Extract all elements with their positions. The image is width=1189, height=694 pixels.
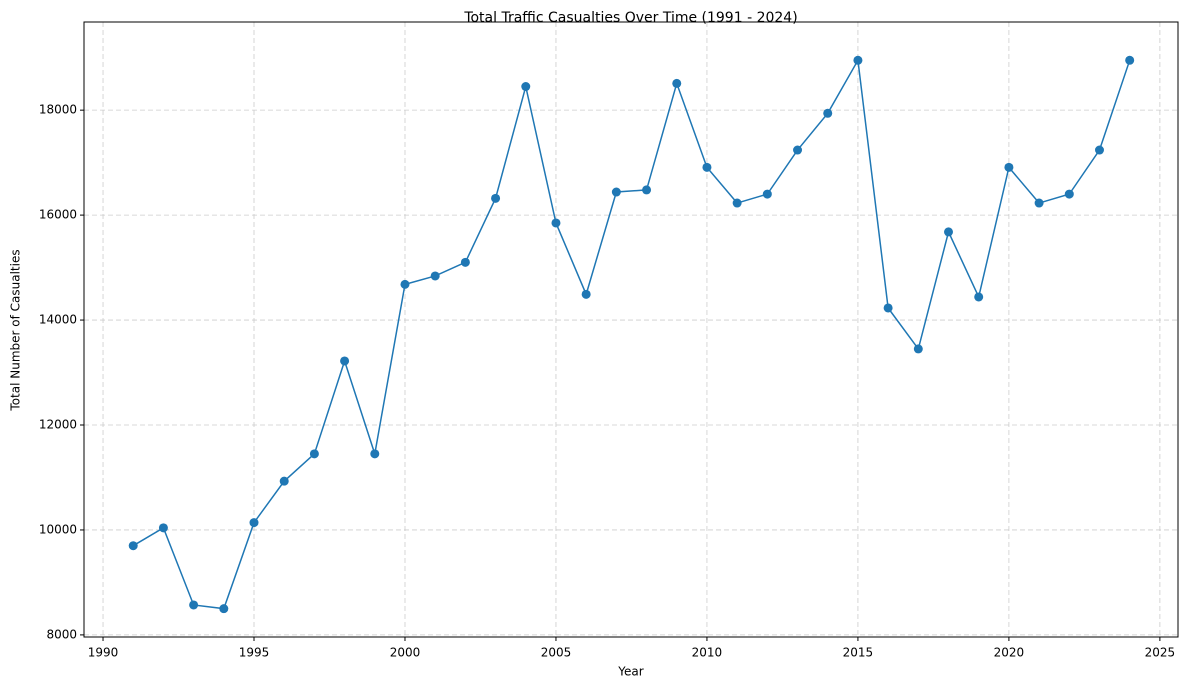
point [400,279,410,289]
x-axis-label: Year [617,665,643,679]
point [672,78,682,88]
point [732,198,742,208]
point [491,193,501,203]
point [521,82,531,92]
point [702,162,712,172]
point [944,227,954,237]
point [974,292,984,302]
y-tick-label: 10000 [39,522,77,536]
x-tick-label: 2025 [1145,646,1176,660]
point [642,185,652,195]
point [1125,55,1135,65]
x-tick-label: 2015 [843,646,874,660]
plot-frame [83,21,1179,638]
point [1094,145,1104,155]
point [309,449,319,459]
point [189,600,199,610]
point [158,523,168,533]
point [611,187,621,197]
point [551,218,561,228]
point [793,145,803,155]
point [581,289,591,299]
point [340,356,350,366]
y-tick-label: 18000 [39,103,77,117]
line [132,57,1131,610]
point [853,55,863,65]
x-tick-label: 2020 [994,646,1025,660]
point [460,257,470,267]
point [1034,198,1044,208]
point [1064,189,1074,199]
point [883,303,893,313]
x-tick-label: 2000 [390,646,421,660]
y-axis-label: Total Number of Casualties [9,249,23,411]
point [219,604,229,614]
y-tick-label: 16000 [39,208,77,222]
y-tick-label: 8000 [46,627,77,641]
point [249,518,259,528]
point [279,476,289,486]
point [1004,162,1014,172]
x-tick-label: 2010 [692,646,723,660]
point [128,541,138,551]
chart-title: Total Traffic Casualties Over Time (1991… [463,10,797,26]
y-tick-label: 12000 [39,418,77,432]
x-tick-label: 1990 [88,646,119,660]
y-tick-label: 14000 [39,313,77,327]
x-tick-label: 1995 [239,646,270,660]
point [762,189,772,199]
point [370,449,380,459]
point [913,344,923,354]
x-tick-label: 2005 [541,646,572,660]
point [430,271,440,281]
point [823,108,833,118]
